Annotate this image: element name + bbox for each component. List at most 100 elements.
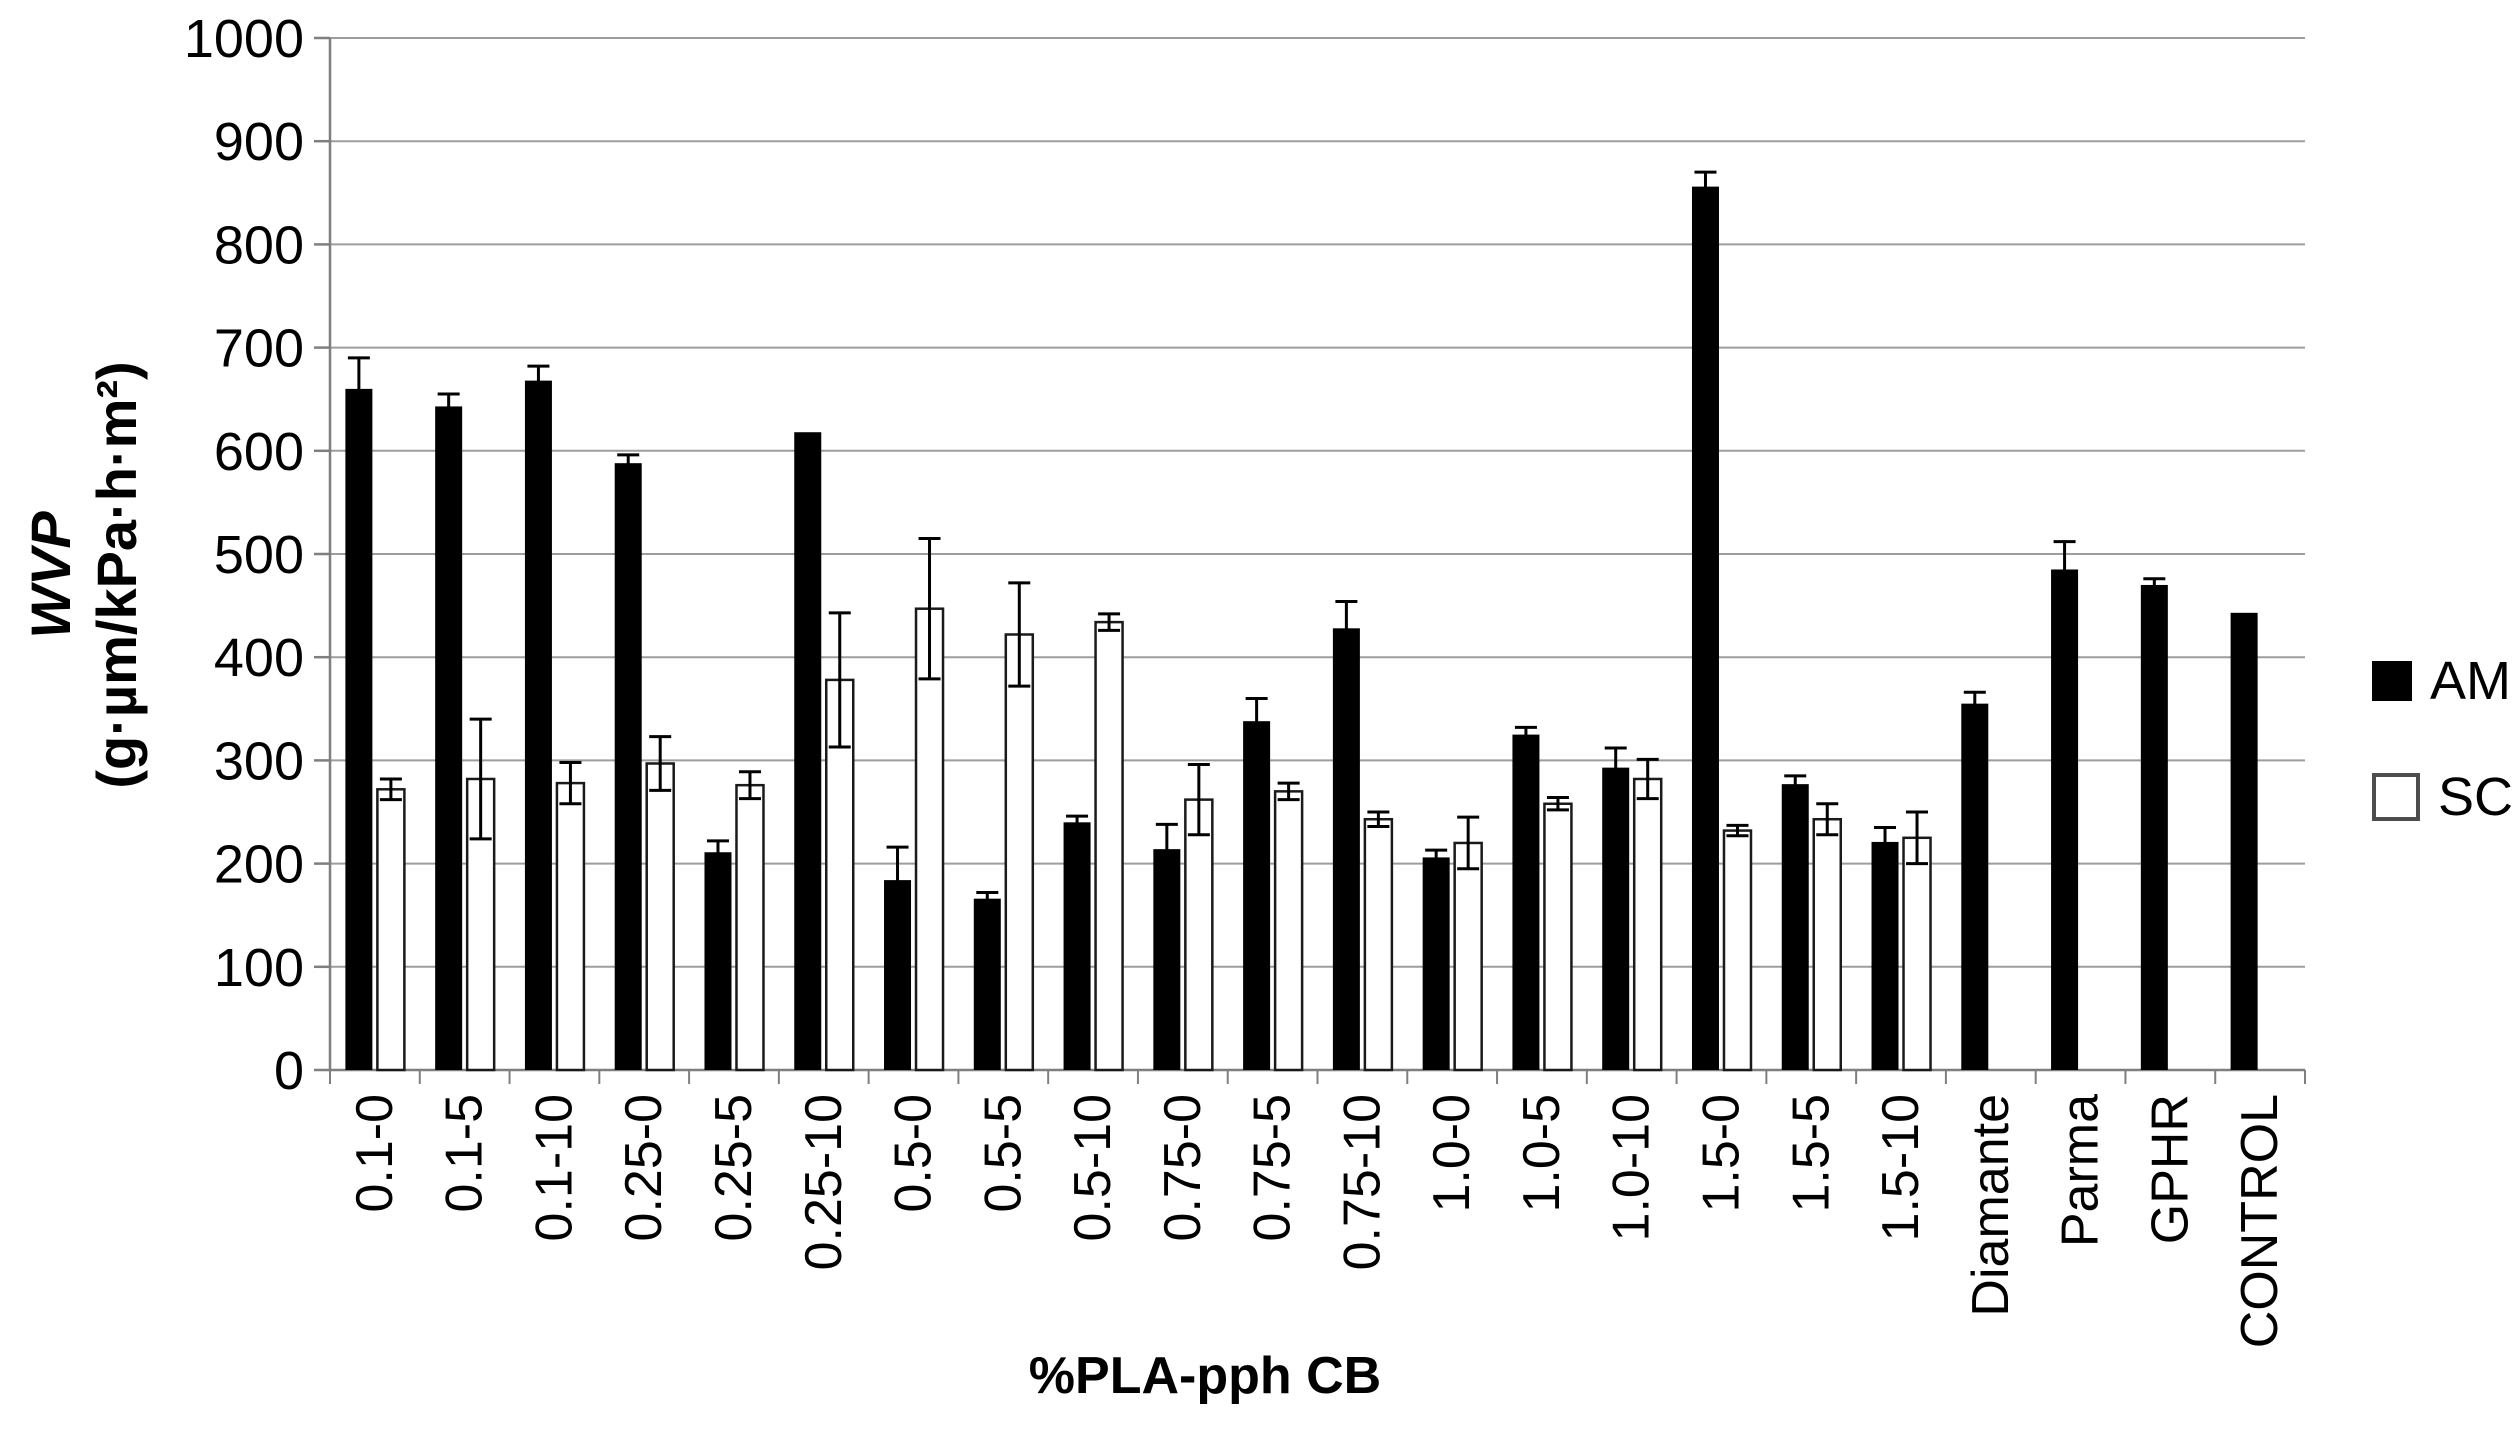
bar-am-1.5-10 <box>1871 841 1899 1070</box>
bar-sc-1.0-10 <box>1632 777 1663 1072</box>
error-bar-sc-0.25-5 <box>738 770 761 801</box>
bar-sc-0.75-10 <box>1363 817 1394 1072</box>
y-tick-label-200: 200 <box>214 835 304 895</box>
y-tick-label-800: 800 <box>214 215 304 275</box>
x-tick-label-0.75-0: 0.75-0 <box>1154 1094 1212 1241</box>
x-tick-label-0.1-5: 0.1-5 <box>436 1094 494 1213</box>
y-tick-label-0: 0 <box>274 1041 304 1101</box>
bar-sc-0.5-10 <box>1094 620 1124 1072</box>
legend-swatch-am-icon <box>2372 661 2412 701</box>
legend-label-sc: SC <box>2438 767 2514 827</box>
bar-sc-0.5-0 <box>914 607 945 1072</box>
legend-item-am: AM <box>2372 650 2513 712</box>
x-tick-label-0.75-10: 0.75-10 <box>1333 1094 1391 1270</box>
y-axis-title: WVP (g·µm/kPa·h·m²) <box>18 361 150 788</box>
error-bar-sc-0.75-10 <box>1367 810 1390 828</box>
y-tick-label-400: 400 <box>214 628 304 688</box>
bar-am-1.5-5 <box>1781 784 1809 1070</box>
error-bar-sc-1.0-0 <box>1457 815 1480 871</box>
bar-am-0.25-0 <box>614 463 642 1071</box>
error-bar-am-0.5-0 <box>886 845 909 915</box>
error-bar-sc-0.25-10 <box>828 611 851 749</box>
error-bar-am-0.1-0 <box>347 356 370 422</box>
bar-am-GPHR <box>2140 584 2168 1070</box>
bar-am-0.75-10 <box>1332 628 1360 1070</box>
error-bar-sc-1.5-10 <box>1906 810 1929 866</box>
x-tick-label-GPHR: GPHR <box>2141 1094 2199 1244</box>
error-bar-sc-0.1-10 <box>559 760 582 806</box>
legend: AM SC <box>2372 650 2513 828</box>
error-bar-sc-1.5-0 <box>1726 823 1749 838</box>
y-tick-label-100: 100 <box>214 938 304 998</box>
bar-am-0.5-10 <box>1063 822 1091 1070</box>
bar-sc-1.5-5 <box>1812 817 1842 1072</box>
error-bar-sc-0.75-0 <box>1187 763 1210 837</box>
x-tick-label-Diamante: Diamante <box>1962 1094 2020 1317</box>
bar-sc-0.25-0 <box>645 762 675 1072</box>
error-bar-am-0.5-5 <box>976 890 999 907</box>
x-tick-label-0.1-0: 0.1-0 <box>346 1094 404 1213</box>
x-tick-label-0.25-0: 0.25-0 <box>615 1094 673 1241</box>
bar-sc-0.1-0 <box>376 788 406 1072</box>
x-tick-label-CONTROL: CONTROL <box>2231 1094 2289 1348</box>
x-tick-label-0.75-5: 0.75-5 <box>1244 1094 1302 1241</box>
bar-am-1.5-0 <box>1691 186 1719 1070</box>
error-bar-sc-0.1-0 <box>379 777 402 802</box>
error-bar-am-0.75-10 <box>1335 599 1358 657</box>
bar-am-Parma <box>2051 569 2079 1070</box>
x-tick-label-0.5-10: 0.5-10 <box>1064 1094 1122 1241</box>
error-bar-am-1.5-10 <box>1874 825 1897 858</box>
bar-am-1.0-5 <box>1512 734 1540 1070</box>
legend-swatch-sc-icon <box>2372 773 2420 821</box>
x-tick-label-Parma: Parma <box>2052 1094 2110 1247</box>
y-tick-label-500: 500 <box>214 525 304 585</box>
error-bar-sc-1.5-5 <box>1816 802 1839 837</box>
y-axis-title-line2: (g·µm/kPa·h·m²) <box>85 361 148 789</box>
bar-am-0.5-5 <box>973 898 1001 1070</box>
error-bar-sc-0.25-0 <box>649 735 672 792</box>
x-tick-label-0.25-10: 0.25-10 <box>795 1094 853 1270</box>
bar-sc-1.5-10 <box>1902 836 1932 1072</box>
x-tick-label-1.0-5: 1.0-5 <box>1513 1094 1571 1213</box>
bar-am-0.1-10 <box>524 380 552 1070</box>
bar-am-1.0-0 <box>1422 857 1450 1070</box>
bar-sc-0.1-10 <box>555 781 586 1072</box>
bar-sc-0.25-5 <box>735 783 765 1072</box>
bar-sc-0.5-5 <box>1004 633 1035 1072</box>
error-bar-am-1.0-10 <box>1604 746 1627 789</box>
x-tick-label-1.5-5: 1.5-5 <box>1782 1094 1840 1213</box>
error-bar-am-0.5-10 <box>1066 814 1089 831</box>
bar-am-Diamante <box>1961 703 1989 1070</box>
x-tick-label-1.0-0: 1.0-0 <box>1423 1094 1481 1213</box>
legend-item-sc: SC <box>2372 766 2513 828</box>
x-tick-label-1.5-10: 1.5-10 <box>1872 1094 1930 1241</box>
x-tick-label-0.5-0: 0.5-0 <box>885 1094 943 1213</box>
error-bar-am-0.25-5 <box>706 839 729 866</box>
bar-am-0.25-5 <box>704 852 732 1070</box>
y-tick-label-700: 700 <box>214 319 304 379</box>
error-bar-sc-0.75-5 <box>1277 781 1300 802</box>
bar-am-0.1-0 <box>345 388 373 1070</box>
error-bar-am-0.75-5 <box>1245 696 1268 746</box>
error-bar-am-0.75-0 <box>1155 822 1178 876</box>
error-bar-sc-0.5-10 <box>1098 612 1121 632</box>
error-bar-sc-0.1-5 <box>469 717 492 841</box>
x-tick-label-1.5-0: 1.5-0 <box>1692 1094 1750 1213</box>
bar-sc-0.75-5 <box>1273 790 1304 1072</box>
y-tick-label-1000: 1000 <box>184 9 304 69</box>
error-bar-am-Diamante <box>1963 690 1986 717</box>
error-bar-am-GPHR <box>2143 577 2166 593</box>
bar-am-0.75-0 <box>1153 849 1181 1070</box>
legend-label-am: AM <box>2430 651 2511 711</box>
bar-am-0.1-5 <box>435 406 463 1070</box>
error-bar-sc-0.5-5 <box>1008 581 1031 688</box>
bar-sc-1.0-0 <box>1453 841 1483 1072</box>
bar-sc-1.5-0 <box>1722 829 1753 1072</box>
bar-am-0.25-10 <box>794 432 822 1070</box>
error-bar-am-1.0-5 <box>1514 725 1537 744</box>
x-tick-label-1.0-10: 1.0-10 <box>1603 1094 1661 1241</box>
bar-sc-0.75-0 <box>1184 798 1214 1072</box>
bar-am-1.0-10 <box>1602 767 1630 1070</box>
